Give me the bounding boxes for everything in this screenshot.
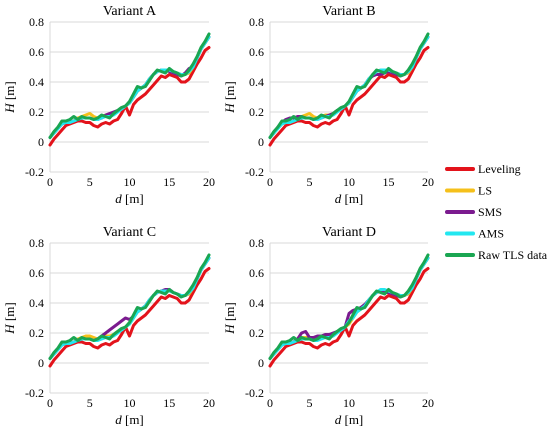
x-tick-label: 0 (47, 396, 53, 410)
y-tick-label: 0.6 (29, 45, 44, 59)
x-tick-label: 10 (343, 396, 355, 410)
x-tick-label: 0 (47, 175, 53, 189)
y-tick-label: 0 (38, 356, 44, 370)
x-tick-label: 0 (267, 175, 273, 189)
x-axis-label: d [m] (115, 191, 144, 206)
y-tick-label: 0.6 (249, 45, 264, 59)
y-tick-label: 0 (258, 356, 264, 370)
chart-title: Variant D (322, 225, 376, 240)
x-axis-label: d [m] (335, 191, 364, 206)
chart-title: Variant C (103, 225, 156, 240)
x-tick-label: 5 (307, 175, 313, 189)
chart-panel-3: Variant C-0.200.20.40.60.80 5 10 15 20d [m]H… (2, 225, 215, 427)
y-axis-label: H [m] (2, 81, 17, 113)
x-tick-label: 20 (203, 175, 215, 189)
series-line-leveling (268, 46, 430, 147)
series-line-raw-tls-data (48, 32, 211, 139)
legend-label: LS (478, 184, 492, 198)
y-axis-label: H [m] (222, 81, 237, 113)
y-tick-label: 0.8 (29, 236, 44, 250)
y-tick-label: 0.8 (249, 15, 264, 29)
legend: Leveling LS SMS AMS Raw TLS data (445, 162, 548, 262)
y-tick-label: 0.2 (249, 105, 264, 119)
series-line-leveling (48, 46, 211, 147)
y-tick-label: 0.6 (29, 266, 44, 280)
y-tick-label: -0.2 (25, 386, 44, 400)
y-tick-label: 0 (258, 135, 264, 149)
chart-title: Variant A (103, 4, 157, 19)
x-tick-label: 20 (422, 175, 434, 189)
y-tick-label: -0.2 (245, 386, 264, 400)
x-tick-label: 10 (124, 175, 136, 189)
x-tick-label: 5 (307, 396, 313, 410)
legend-label: Leveling (478, 162, 521, 176)
y-tick-label: 0.8 (29, 15, 44, 29)
chart-panel-4: Variant D-0.200.20.40.60.80 5 10 15 20d [m]H… (222, 225, 434, 427)
x-tick-label: 20 (422, 396, 434, 410)
legend-label: Raw TLS data (478, 248, 548, 262)
x-tick-label: 15 (163, 396, 175, 410)
x-tick-label: 20 (203, 396, 215, 410)
y-tick-label: 0.4 (29, 75, 44, 89)
y-tick-label: 0.4 (29, 296, 44, 310)
series-line-raw-tls-data (268, 253, 430, 360)
series-line-raw-tls-data (268, 32, 430, 139)
legend-label: AMS (478, 227, 504, 241)
chart-title: Variant B (322, 4, 375, 19)
x-tick-label: 15 (383, 396, 395, 410)
x-tick-label: 5 (87, 175, 93, 189)
x-tick-label: 15 (163, 175, 175, 189)
x-axis-label: d [m] (115, 412, 144, 427)
chart-panel-1: Variant A-0.200.20.40.60.80 5 10 15 20d [m]H… (2, 4, 215, 206)
x-tick-label: 10 (343, 175, 355, 189)
series-line-raw-tls-data (48, 253, 211, 360)
x-axis-label: d [m] (335, 412, 364, 427)
x-tick-label: 5 (87, 396, 93, 410)
series-line-leveling (48, 267, 211, 368)
x-tick-label: 0 (267, 396, 273, 410)
y-tick-label: 0.8 (249, 236, 264, 250)
y-tick-label: 0.4 (249, 75, 264, 89)
y-axis-label: H [m] (2, 302, 17, 334)
y-tick-label: 0.6 (249, 266, 264, 280)
y-tick-label: 0.4 (249, 296, 264, 310)
x-tick-label: 10 (124, 396, 136, 410)
y-tick-label: 0.2 (29, 326, 44, 340)
y-axis-label: H [m] (222, 302, 237, 334)
legend-label: SMS (478, 205, 502, 219)
y-tick-label: 0.2 (29, 105, 44, 119)
chart-panel-2: Variant B-0.200.20.40.60.80 5 10 15 20d [m]H… (222, 4, 434, 206)
y-tick-label: 0.2 (249, 326, 264, 340)
y-tick-label: -0.2 (25, 165, 44, 179)
y-tick-label: -0.2 (245, 165, 264, 179)
y-tick-label: 0 (38, 135, 44, 149)
x-tick-label: 15 (383, 175, 395, 189)
